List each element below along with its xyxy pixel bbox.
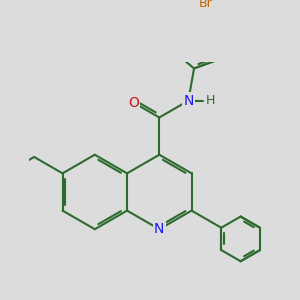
Text: O: O xyxy=(128,96,139,110)
Text: H: H xyxy=(206,94,215,107)
Text: N: N xyxy=(154,222,164,236)
Text: Br: Br xyxy=(199,0,212,10)
Text: N: N xyxy=(183,94,194,108)
